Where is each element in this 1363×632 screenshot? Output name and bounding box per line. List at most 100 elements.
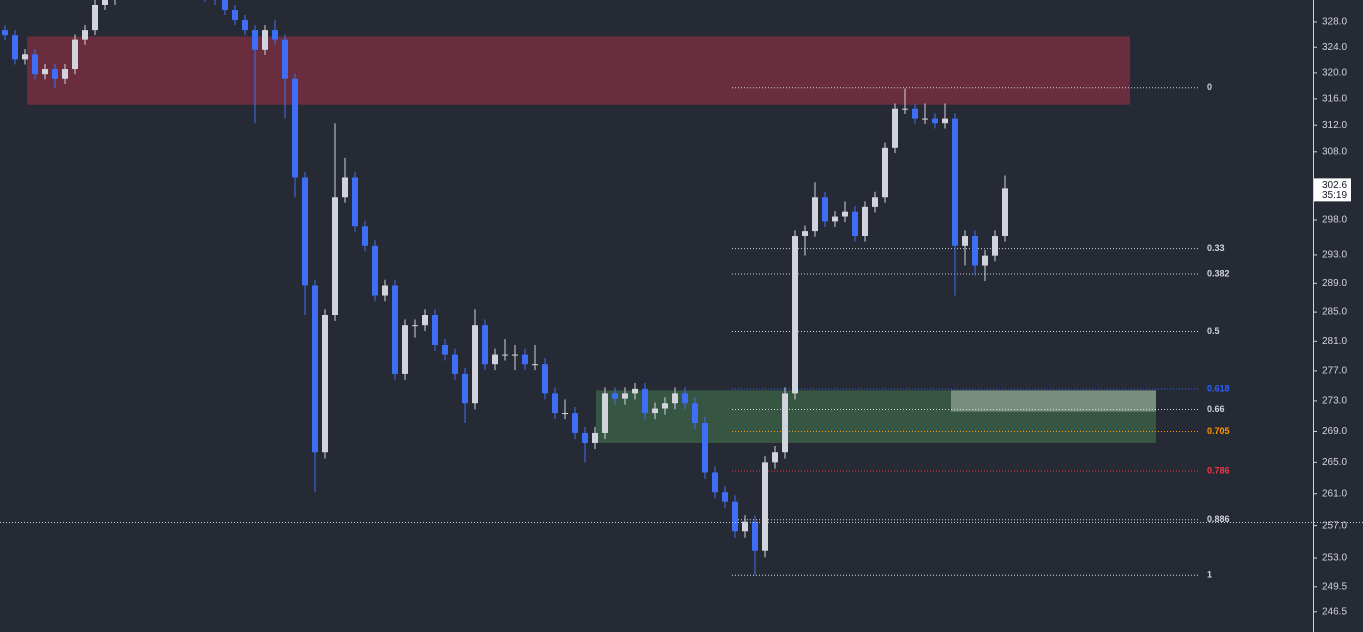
candle-body [612,393,618,399]
y-tick-label: 273.0 [1322,396,1347,407]
candle-body [342,177,348,198]
candle-body [432,315,438,345]
candle-body [632,388,638,394]
fib-level-label: 1 [1207,570,1212,580]
zone [951,390,1156,412]
countdown-label: 35:19 [1322,190,1347,201]
candle-body [802,231,808,236]
candle-body [732,501,738,532]
candle-body [492,354,498,365]
candle-body [482,325,488,365]
candle-body [672,393,678,404]
candle-body [42,69,48,75]
candle-body [622,393,628,399]
fib-level-label: 0.618 [1207,383,1230,393]
candle-body [12,35,18,60]
candle-body [992,235,998,256]
zone [27,36,1130,105]
candle-body [22,54,28,60]
candle-body [252,30,258,50]
candle-body [962,235,968,246]
candle-body [862,206,868,236]
candle-body [972,235,978,266]
candle-body [362,226,368,246]
fib-level-label: 0 [1207,82,1212,92]
candle-body [982,255,988,266]
last-price-box [1314,178,1351,202]
candle-body [642,388,648,414]
candle-body [262,30,268,50]
candle-body [242,20,248,31]
candle-body [552,393,558,414]
candle-body [452,354,458,374]
candle-body [422,315,428,326]
candle-body [222,0,228,10]
candle-body [322,315,328,453]
candle-body [542,364,548,394]
y-tick-label: 298.0 [1322,215,1347,226]
fib-level-label: 0.705 [1207,426,1230,436]
candle-body [722,492,728,502]
candle-body [232,9,238,21]
candle-body [932,118,938,124]
y-tick-label: 293.0 [1322,250,1347,261]
candle-body [652,408,658,414]
candle-body [852,211,858,236]
candle-body [472,325,478,404]
last-price-label: 302.6 [1322,180,1347,191]
candle-body [312,285,318,453]
candle-body [592,432,598,443]
candle-body [52,69,58,79]
candle-body [752,521,758,551]
fib-level-label: 0.66 [1207,404,1225,414]
candle-body [772,452,778,463]
y-tick-label: 328.0 [1322,17,1347,28]
y-tick-label: 246.5 [1322,606,1347,617]
candle-body [902,108,908,110]
candle-body [682,393,688,404]
y-tick-label: 324.0 [1322,42,1347,53]
candle-body [462,373,468,404]
candle-body [712,472,718,493]
y-tick-label: 285.0 [1322,307,1347,318]
candle-body [2,30,8,36]
y-tick-label: 257.0 [1322,520,1347,531]
candle-body [882,147,888,198]
candle-body [922,118,928,120]
candle-body [872,197,878,207]
y-tick-label: 253.0 [1322,553,1347,564]
y-tick-label: 277.0 [1322,366,1347,377]
candle-body [952,118,958,246]
candle-body [512,354,518,356]
price-axis: 328.0 324.0 320.0 316.0 312.0 308.0 298.0 293.0… [1313,17,1351,617]
y-tick-label: 320.0 [1322,68,1347,79]
candle-body [72,39,78,70]
candle-body [822,197,828,222]
candle-body [522,354,528,365]
candle-body [272,30,278,40]
candle-body [532,364,538,366]
candle-body [502,354,508,356]
candle-body [762,462,768,551]
candle-body [382,285,388,296]
candle-body [832,216,838,222]
candle-body [82,30,88,40]
candle-body [562,413,568,415]
fib-level-label: 0.786 [1207,465,1230,475]
zone [596,390,1156,443]
candle-body [352,177,358,227]
candle-body [1002,188,1008,236]
candle-body [792,235,798,394]
candle-body [692,403,698,423]
candle-body [742,521,748,532]
y-tick-label: 316.0 [1322,94,1347,105]
fib-level-label: 0.33 [1207,243,1225,253]
y-tick-label: 269.0 [1322,426,1347,437]
candle-body [332,197,338,316]
y-tick-label: 265.0 [1322,457,1347,468]
y-tick-label: 312.0 [1322,120,1347,131]
candle-body [942,118,948,124]
candle-body [282,39,288,79]
